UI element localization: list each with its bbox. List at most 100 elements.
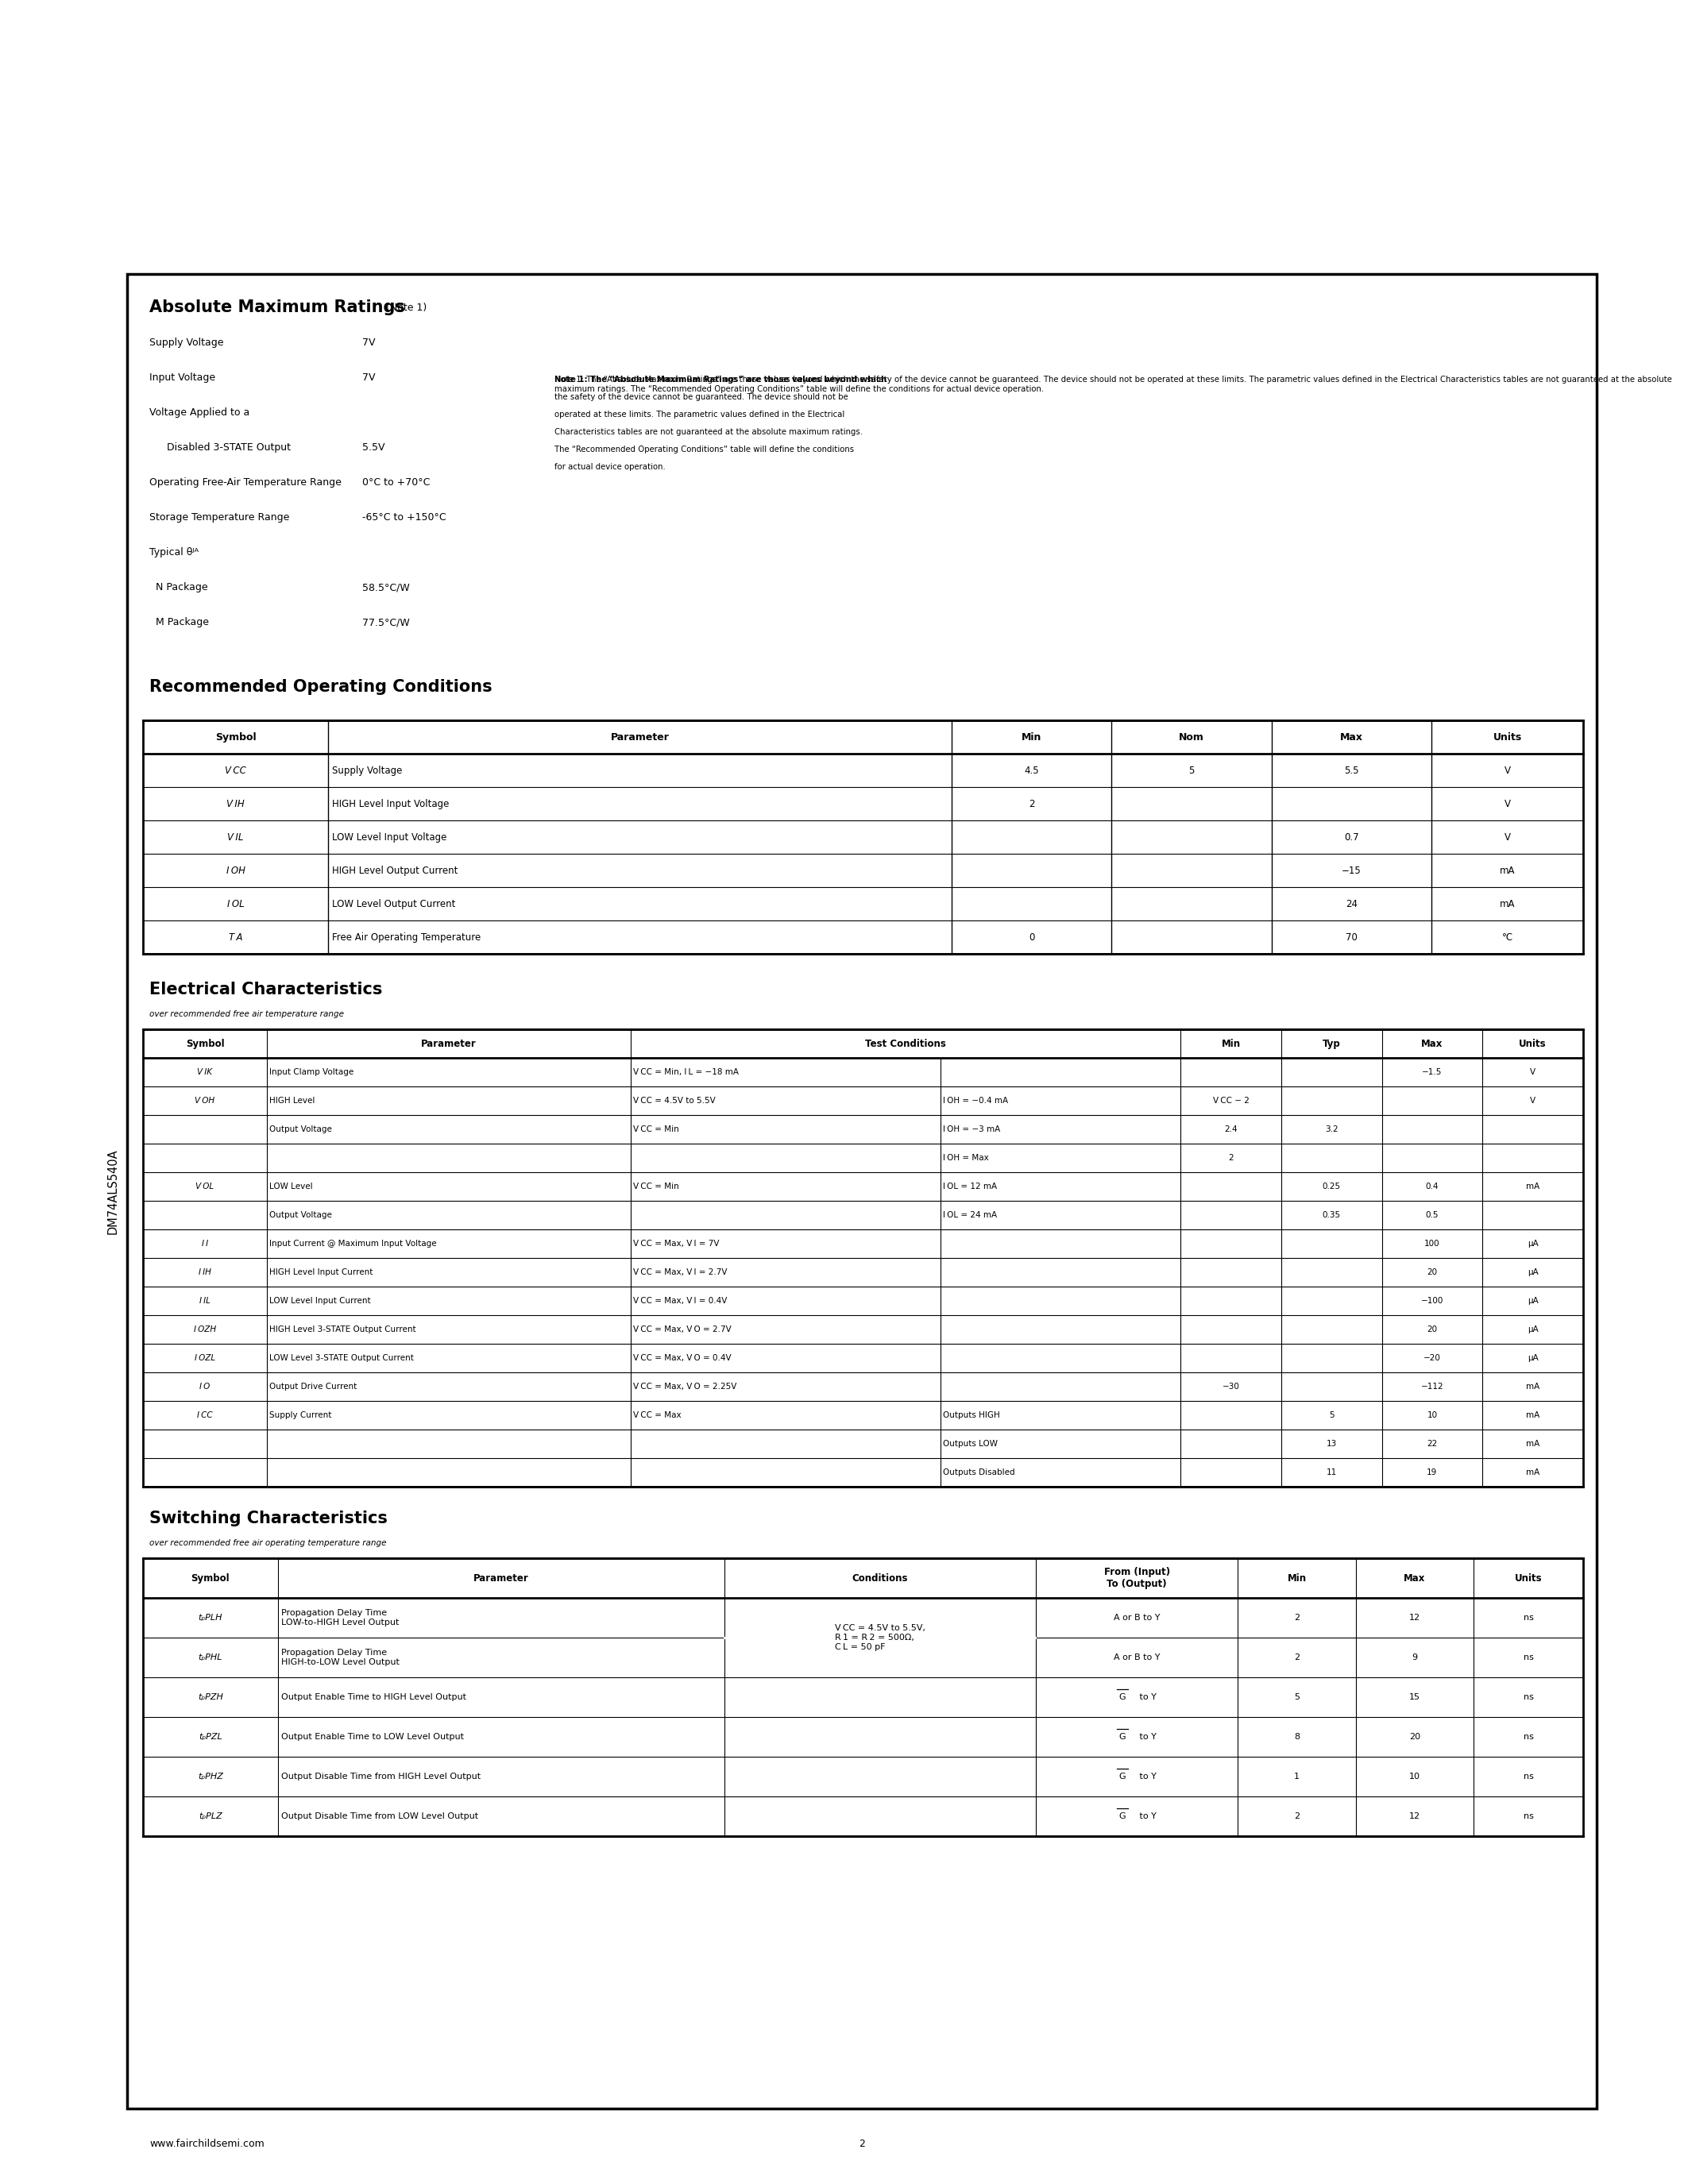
Text: 12: 12	[1409, 1813, 1420, 1819]
Text: 9: 9	[1411, 1653, 1418, 1662]
Text: over recommended free air temperature range: over recommended free air temperature ra…	[149, 1011, 344, 1018]
Text: 2: 2	[1229, 1153, 1234, 1162]
Text: Nom: Nom	[1178, 732, 1204, 743]
Text: V OH: V OH	[194, 1096, 214, 1105]
Text: Propagation Delay Time
LOW-to-HIGH Level Output: Propagation Delay Time LOW-to-HIGH Level…	[280, 1610, 398, 1627]
Text: 70: 70	[1345, 933, 1357, 941]
Text: I O: I O	[199, 1382, 211, 1391]
Text: V: V	[1504, 764, 1511, 775]
Text: V CC = Max, V I = 2.7V: V CC = Max, V I = 2.7V	[633, 1269, 728, 1275]
Text: 2: 2	[1295, 1614, 1300, 1623]
Text: -65°C to +150°C: -65°C to +150°C	[363, 513, 446, 522]
Text: for actual device operation.: for actual device operation.	[554, 463, 665, 472]
Text: LOW Level Input Current: LOW Level Input Current	[270, 1297, 371, 1304]
Text: Operating Free-Air Temperature Range: Operating Free-Air Temperature Range	[149, 478, 341, 487]
Text: Characteristics tables are not guaranteed at the absolute maximum ratings.: Characteristics tables are not guarantee…	[554, 428, 863, 437]
Text: (Note 1): (Note 1)	[387, 304, 427, 312]
Text: Outputs HIGH: Outputs HIGH	[944, 1411, 999, 1420]
Bar	[143, 1557, 1583, 1837]
Text: I OL: I OL	[228, 898, 245, 909]
Text: 0°C to +70°C: 0°C to +70°C	[363, 478, 430, 487]
Text: 22: 22	[1426, 1439, 1438, 1448]
Text: 5.5V: 5.5V	[363, 443, 385, 452]
Text: 5: 5	[1188, 764, 1195, 775]
Text: G: G	[1119, 1773, 1126, 1780]
Text: Units: Units	[1519, 1037, 1546, 1048]
Text: 2.4: 2.4	[1224, 1125, 1237, 1133]
Text: 24: 24	[1345, 898, 1357, 909]
Text: to Y: to Y	[1136, 1693, 1156, 1701]
Text: Output Drive Current: Output Drive Current	[270, 1382, 356, 1391]
Text: Disabled 3-STATE Output: Disabled 3-STATE Output	[167, 443, 290, 452]
Text: Storage Temperature Range: Storage Temperature Range	[149, 513, 289, 522]
Text: HIGH Level: HIGH Level	[270, 1096, 316, 1105]
Text: Output Voltage: Output Voltage	[270, 1212, 333, 1219]
Text: 0: 0	[1028, 933, 1035, 941]
Text: ns: ns	[1523, 1693, 1533, 1701]
Text: V CC = 4.5V to 5.5V: V CC = 4.5V to 5.5V	[633, 1096, 716, 1105]
Text: 20: 20	[1409, 1732, 1420, 1741]
Text: tₚPHL: tₚPHL	[197, 1653, 223, 1662]
Text: V CC = Max: V CC = Max	[633, 1411, 682, 1420]
Text: Min: Min	[1288, 1572, 1307, 1583]
Text: 10: 10	[1409, 1773, 1420, 1780]
Text: Free Air Operating Temperature: Free Air Operating Temperature	[333, 933, 481, 941]
Text: Note 1: The “Absolute Maximum Ratings” are those values beyond which the safety : Note 1: The “Absolute Maximum Ratings” a…	[554, 376, 1673, 393]
Text: Outputs LOW: Outputs LOW	[944, 1439, 998, 1448]
Text: V CC = Max, V O = 2.25V: V CC = Max, V O = 2.25V	[633, 1382, 736, 1391]
Text: V CC = Max, V I = 0.4V: V CC = Max, V I = 0.4V	[633, 1297, 728, 1304]
Text: V CC = Max, V O = 2.7V: V CC = Max, V O = 2.7V	[633, 1326, 731, 1334]
Text: 3.2: 3.2	[1325, 1125, 1339, 1133]
Text: Parameter: Parameter	[611, 732, 668, 743]
Bar	[143, 1029, 1583, 1487]
Text: I OH = Max: I OH = Max	[944, 1153, 989, 1162]
Text: 0.35: 0.35	[1322, 1212, 1340, 1219]
Text: mA: mA	[1526, 1182, 1539, 1190]
Text: μA: μA	[1528, 1354, 1538, 1363]
Text: Input Current @ Maximum Input Voltage: Input Current @ Maximum Input Voltage	[270, 1241, 437, 1247]
Text: Symbol: Symbol	[214, 732, 257, 743]
Text: μA: μA	[1528, 1269, 1538, 1275]
Text: LOW Level 3-STATE Output Current: LOW Level 3-STATE Output Current	[270, 1354, 414, 1363]
Text: I OH = −3 mA: I OH = −3 mA	[944, 1125, 1001, 1133]
Text: ns: ns	[1523, 1732, 1533, 1741]
Text: mA: mA	[1526, 1468, 1539, 1476]
Text: V: V	[1529, 1068, 1536, 1077]
Text: tₚPLH: tₚPLH	[197, 1614, 223, 1623]
Text: 58.5°C/W: 58.5°C/W	[363, 583, 410, 592]
Text: I OH = −0.4 mA: I OH = −0.4 mA	[944, 1096, 1008, 1105]
Text: Output Voltage: Output Voltage	[270, 1125, 333, 1133]
Text: −15: −15	[1342, 865, 1361, 876]
Text: The “Recommended Operating Conditions” table will define the conditions: The “Recommended Operating Conditions” t…	[554, 446, 854, 454]
Text: I OL = 12 mA: I OL = 12 mA	[944, 1182, 998, 1190]
Text: −20: −20	[1423, 1354, 1442, 1363]
Text: Parameter: Parameter	[473, 1572, 528, 1583]
Text: operated at these limits. The parametric values defined in the Electrical: operated at these limits. The parametric…	[554, 411, 844, 419]
Text: G: G	[1119, 1732, 1126, 1741]
Text: Supply Current: Supply Current	[270, 1411, 331, 1420]
Text: 5: 5	[1295, 1693, 1300, 1701]
Text: 1: 1	[1295, 1773, 1300, 1780]
Text: Output Enable Time to HIGH Level Output: Output Enable Time to HIGH Level Output	[280, 1693, 466, 1701]
Text: Min: Min	[1021, 732, 1041, 743]
Text: V: V	[1529, 1096, 1536, 1105]
Text: ns: ns	[1523, 1813, 1533, 1819]
Text: LOW Level Input Voltage: LOW Level Input Voltage	[333, 832, 447, 843]
Text: HIGH Level Output Current: HIGH Level Output Current	[333, 865, 457, 876]
Text: Electrical Characteristics: Electrical Characteristics	[149, 981, 383, 998]
Text: From (Input)
To (Output): From (Input) To (Output)	[1104, 1566, 1170, 1590]
Text: I IH: I IH	[199, 1269, 211, 1275]
Text: V CC: V CC	[225, 764, 246, 775]
Text: 100: 100	[1425, 1241, 1440, 1247]
Text: HIGH Level Input Voltage: HIGH Level Input Voltage	[333, 799, 449, 808]
Text: 20: 20	[1426, 1269, 1438, 1275]
Text: −1.5: −1.5	[1421, 1068, 1442, 1077]
Text: Conditions: Conditions	[852, 1572, 908, 1583]
Text: −100: −100	[1421, 1297, 1443, 1304]
Text: G: G	[1119, 1813, 1126, 1819]
Text: V IK: V IK	[197, 1068, 213, 1077]
Bar	[143, 721, 1583, 954]
Text: Units: Units	[1492, 732, 1523, 743]
Text: mA: mA	[1526, 1382, 1539, 1391]
Text: mA: mA	[1499, 865, 1516, 876]
